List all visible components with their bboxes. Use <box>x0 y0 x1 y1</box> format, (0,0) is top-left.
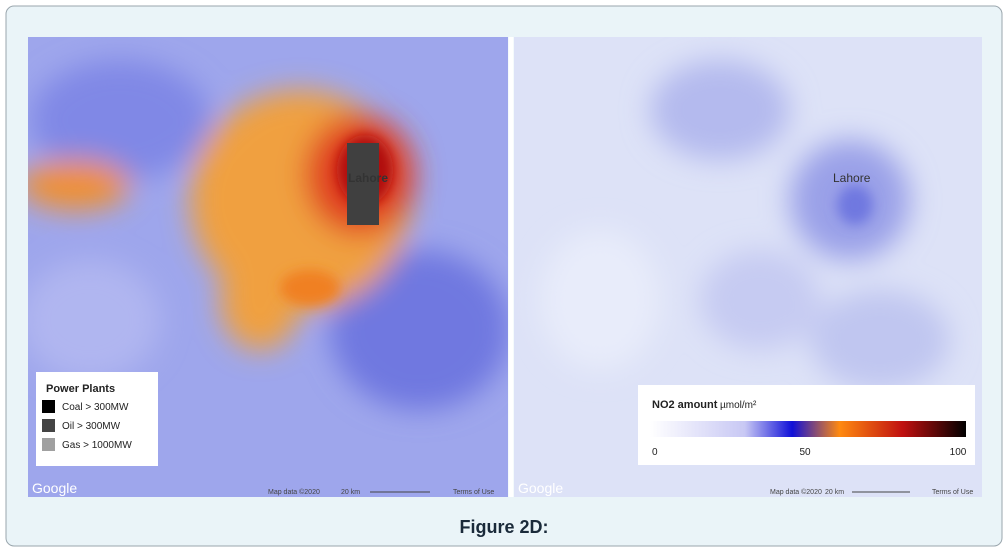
terms: Terms of Use <box>453 489 494 496</box>
scale-label: 20 km <box>825 489 844 496</box>
attribution: Map data ©2020 <box>770 488 822 496</box>
figure: Lahore Google Map data ©2020 20 km Terms… <box>0 0 1008 552</box>
legend-label: Oil > 300MW <box>62 421 121 432</box>
google-logo: Google <box>518 480 563 496</box>
legend-swatch <box>42 438 55 451</box>
colorbar-tick-label: 100 <box>950 447 967 458</box>
scale-label: 20 km <box>341 489 360 496</box>
city-label: Lahore <box>348 171 388 185</box>
right-map: Lahore Google Map data ©2020 20 km Terms… <box>514 37 982 497</box>
caption: Figure 2D: <box>459 517 548 537</box>
legend-label: Coal > 300MW <box>62 402 129 413</box>
colorbar <box>650 421 966 437</box>
city-label: Lahore <box>833 171 871 185</box>
legend-label: Gas > 1000MW <box>62 440 132 451</box>
colorbar-tick-label: 0 <box>652 447 658 458</box>
attribution: Map data ©2020 <box>268 488 320 496</box>
legend-unit: µmol/m² <box>720 400 757 411</box>
legend-swatch <box>42 400 55 413</box>
legend-title: Power Plants <box>46 383 115 395</box>
left-map: Lahore Google Map data ©2020 20 km Terms… <box>20 37 510 497</box>
google-logo: Google <box>32 480 77 496</box>
legend-swatch <box>42 419 55 432</box>
legend-title: NO2 amount <box>652 399 718 411</box>
terms: Terms of Use <box>932 489 973 496</box>
colorbar-tick-label: 50 <box>799 447 811 458</box>
